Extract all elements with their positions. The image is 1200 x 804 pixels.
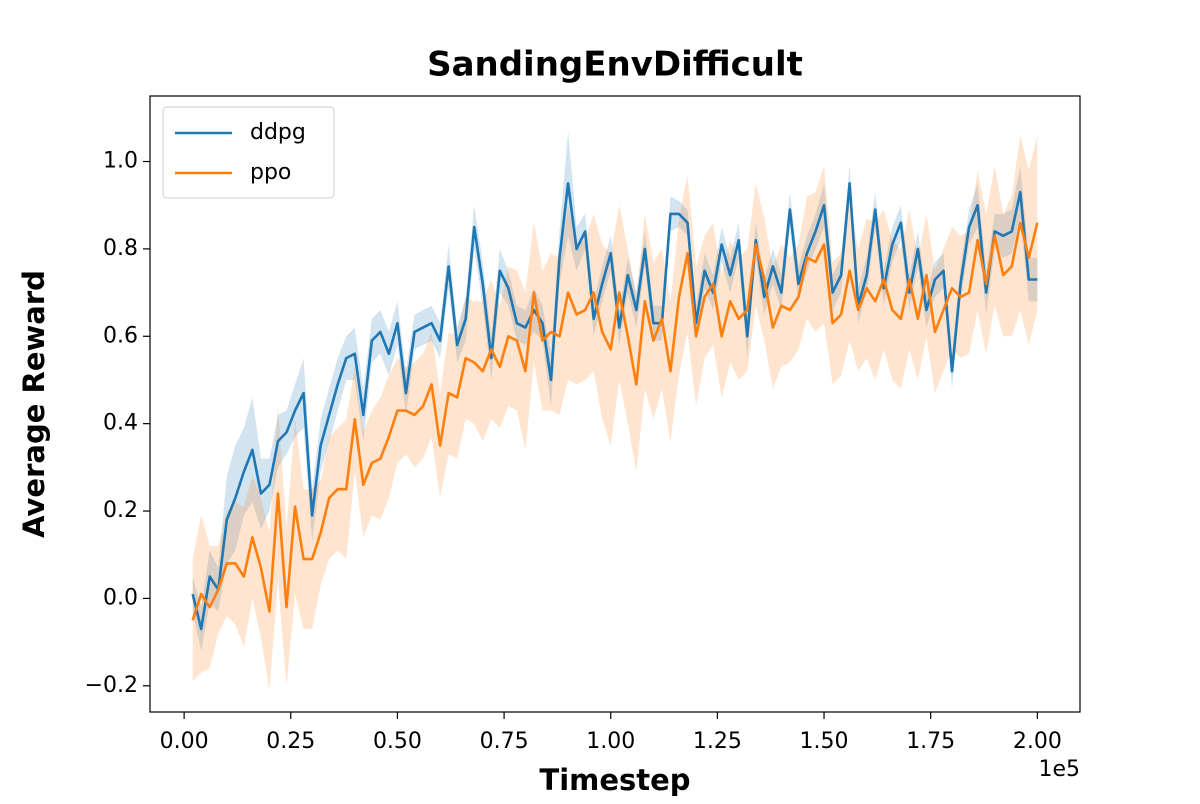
line xyxy=(191,182,1038,631)
x-tick-label: 0.50 xyxy=(373,729,422,754)
x-tick-label: 1.25 xyxy=(693,729,742,754)
y-tick-label: 1.0 xyxy=(103,149,138,174)
y-tick-label: 0.6 xyxy=(103,323,138,348)
y-axis-label: Average Reward xyxy=(17,270,51,538)
x-tick-label: 1.00 xyxy=(586,729,635,754)
line xyxy=(191,221,1039,621)
x-tick-label: 1.50 xyxy=(800,729,849,754)
legend-box xyxy=(162,106,335,199)
x-axis-label: Timestep xyxy=(539,763,690,797)
y-tick-label: 0.2 xyxy=(103,498,138,523)
x-tick-label: 1.75 xyxy=(906,729,955,754)
y-tick-label: 0.4 xyxy=(103,411,138,436)
chart-title: SandingEnvDifficult xyxy=(427,45,803,85)
legend-label: ppo xyxy=(250,160,291,185)
y-tick-label: −0.2 xyxy=(85,673,138,698)
confidence-band xyxy=(192,130,1038,651)
x-tick-label: 0.75 xyxy=(480,729,529,754)
plot-frame xyxy=(149,95,1081,713)
y-tick-label: 0.0 xyxy=(103,585,138,610)
x-tick-label: 2.00 xyxy=(1013,729,1062,754)
x-offset-label: 1e5 xyxy=(1038,757,1080,782)
legend-label: ddpg xyxy=(250,120,306,145)
x-tick-label: 0.00 xyxy=(160,729,209,754)
x-tick-label: 0.25 xyxy=(266,729,315,754)
y-tick-label: 0.8 xyxy=(103,236,138,261)
